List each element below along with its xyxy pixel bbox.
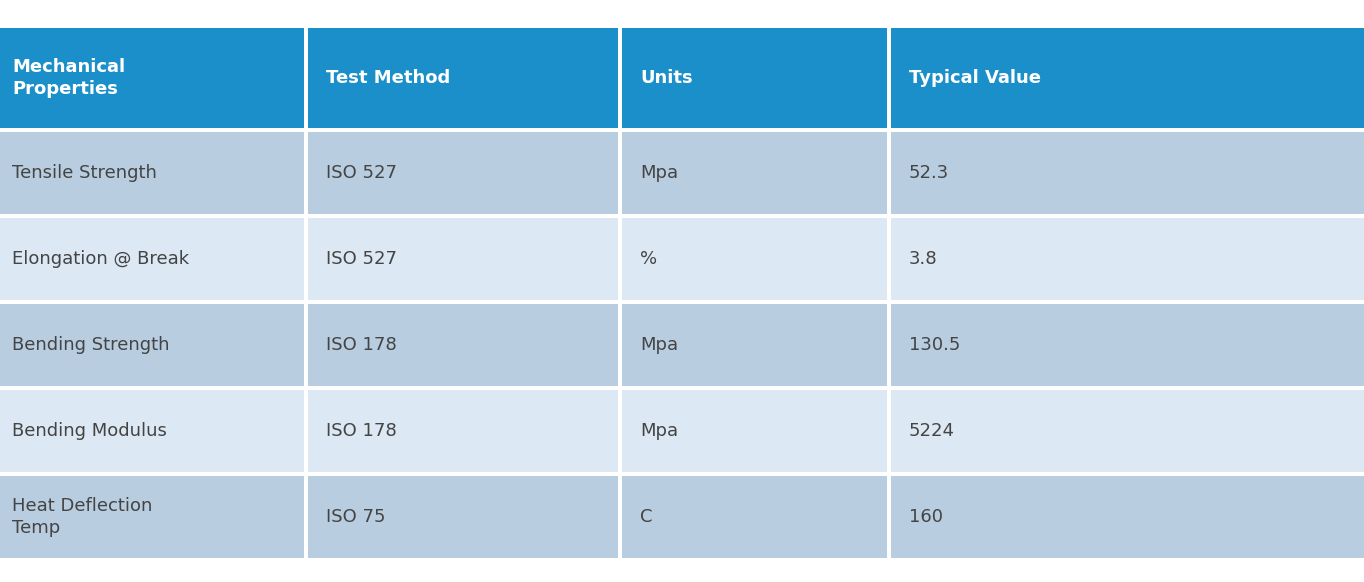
Text: ISO 178: ISO 178 [326,336,397,354]
Bar [891,390,1364,472]
Text: Units: Units [640,69,693,87]
Text: Mpa: Mpa [640,336,678,354]
Text: Mpa: Mpa [640,422,678,440]
Bar [0,476,304,558]
Text: 160: 160 [908,508,943,526]
Text: %: % [640,250,657,268]
Bar [622,28,887,128]
Bar [0,28,304,128]
Bar [0,304,304,386]
Text: Test Method: Test Method [326,69,450,87]
Text: Mpa: Mpa [640,164,678,182]
Bar [887,28,891,128]
Bar [891,476,1364,558]
Text: 5224: 5224 [908,422,955,440]
Bar [308,28,618,128]
Bar [0,300,1364,304]
Text: C: C [640,508,652,526]
Bar [622,476,887,558]
Text: Elongation @ Break: Elongation @ Break [12,250,190,268]
Text: Typical Value: Typical Value [908,69,1041,87]
Bar [891,132,1364,214]
Bar [891,304,1364,386]
Bar [0,214,1364,218]
Text: ISO 75: ISO 75 [326,508,386,526]
Bar [622,132,887,214]
Bar [308,476,618,558]
Bar [308,218,618,300]
Bar [0,390,304,472]
Text: ISO 527: ISO 527 [326,164,397,182]
Bar [887,128,891,558]
Bar [622,218,887,300]
Text: 3.8: 3.8 [908,250,937,268]
Text: 130.5: 130.5 [908,336,960,354]
Text: Bending Modulus: Bending Modulus [12,422,166,440]
Bar [0,218,304,300]
Text: Heat Deflection
Temp: Heat Deflection Temp [12,497,153,537]
Text: ISO 527: ISO 527 [326,250,397,268]
Bar [622,304,887,386]
Bar [304,28,308,128]
Bar [891,28,1364,128]
Bar [622,390,887,472]
Bar [0,128,1364,132]
Bar [618,128,622,558]
Text: Mechanical
Properties: Mechanical Properties [12,58,125,98]
Bar [304,128,308,558]
Text: 52.3: 52.3 [908,164,949,182]
Text: Bending Strength: Bending Strength [12,336,169,354]
Bar [0,132,304,214]
Bar [618,28,622,128]
Text: Tensile Strength: Tensile Strength [12,164,157,182]
Bar [308,132,618,214]
Bar [0,472,1364,476]
Bar [308,390,618,472]
Bar [308,304,618,386]
Text: ISO 178: ISO 178 [326,422,397,440]
Bar [891,218,1364,300]
Bar [0,386,1364,390]
